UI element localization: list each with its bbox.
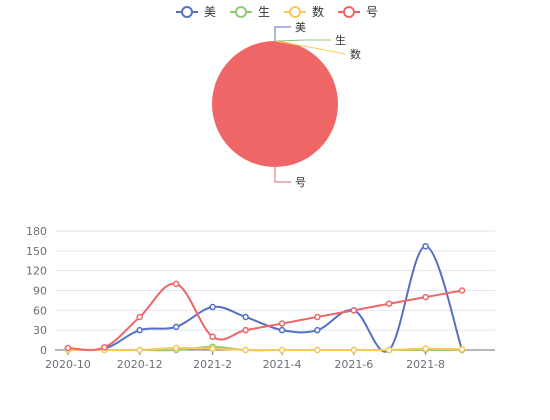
pie-leader-line-4	[274, 167, 291, 183]
data-point-4-1	[64, 344, 72, 352]
data-point-1-3	[136, 326, 143, 334]
legend: 美生数号	[176, 4, 378, 19]
data-point-1-7	[278, 326, 286, 334]
data-point-3-4	[172, 344, 180, 352]
legend-item-3[interactable]: 数	[284, 4, 324, 19]
legend-marker	[343, 6, 355, 18]
x-tick-label: 2020-12	[117, 358, 163, 371]
data-point-4-7	[278, 320, 286, 327]
legend-marker	[289, 6, 301, 18]
pie-label-3: 数	[350, 48, 361, 61]
y-tick-label: 180	[26, 225, 47, 238]
x-tick-label: 2021-2	[193, 358, 232, 371]
x-tick-label: 2021-6	[334, 358, 373, 371]
pie-slice-4	[212, 41, 338, 167]
data-point-3-12	[458, 346, 466, 353]
series-2	[64, 343, 466, 354]
data-point-3-3	[136, 346, 143, 354]
data-point-4-11	[422, 293, 429, 301]
grid-lines	[55, 230, 495, 331]
x-tick-label: 2020-10	[45, 358, 91, 371]
data-point-4-2	[101, 344, 108, 351]
data-point-1-6	[242, 313, 249, 321]
data-point-4-10	[385, 300, 393, 307]
data-point-1-4	[172, 323, 180, 331]
data-point-3-6	[242, 346, 249, 354]
data-point-4-8	[314, 313, 321, 321]
data-point-3-11	[422, 345, 429, 352]
series-lines	[64, 242, 466, 354]
series-4	[64, 280, 466, 352]
pie-leader-line-1	[274, 26, 291, 41]
legend-marker	[235, 6, 247, 18]
data-point-3-5	[209, 345, 216, 352]
y-tick-label: 60	[33, 304, 47, 317]
data-point-4-12	[458, 287, 466, 294]
data-point-3-10	[385, 346, 393, 354]
data-point-4-3	[136, 313, 143, 321]
x-tick-label: 2021-4	[263, 358, 302, 371]
y-tick-label: 0	[40, 344, 47, 357]
data-point-4-6	[242, 326, 249, 334]
legend-label: 美	[204, 5, 216, 19]
legend-item-2[interactable]: 生	[230, 5, 270, 19]
pie-label-2: 生	[335, 33, 346, 47]
series-line-4	[67, 282, 463, 351]
data-point-1-11	[422, 242, 429, 250]
y-tick-label: 150	[26, 245, 47, 258]
line-chart: 0 30 60 90 120 150 180 2020-10 2020-12 2021-2 2021…	[26, 225, 495, 371]
data-point-4-4	[172, 280, 180, 288]
legend-label: 号	[366, 5, 378, 19]
series-line-1	[67, 245, 464, 353]
data-point-1-5	[209, 303, 216, 311]
data-point-3-8	[314, 346, 321, 354]
pie-label-1: 美	[295, 21, 306, 34]
pie-leader-line-3	[274, 40, 346, 55]
y-tick-label: 120	[26, 265, 47, 278]
x-tick-label: 2021-8	[406, 358, 445, 371]
pie-label-4: 号	[295, 176, 306, 189]
series-1	[64, 242, 466, 354]
pie-leader-line-2	[274, 39, 331, 42]
legend-marker	[181, 6, 193, 18]
data-point-1-8	[314, 326, 321, 334]
y-tick-label: 90	[33, 285, 47, 298]
data-point-4-5	[209, 333, 216, 341]
y-tick-label: 30	[33, 324, 47, 337]
legend-label: 生	[258, 5, 270, 19]
legend-label: 数	[312, 4, 324, 19]
data-point-3-9	[350, 346, 358, 354]
legend-item-4[interactable]: 号	[338, 5, 378, 19]
data-point-3-7	[278, 346, 286, 354]
data-point-4-9	[350, 307, 358, 314]
legend-item-1[interactable]: 美	[176, 5, 216, 19]
